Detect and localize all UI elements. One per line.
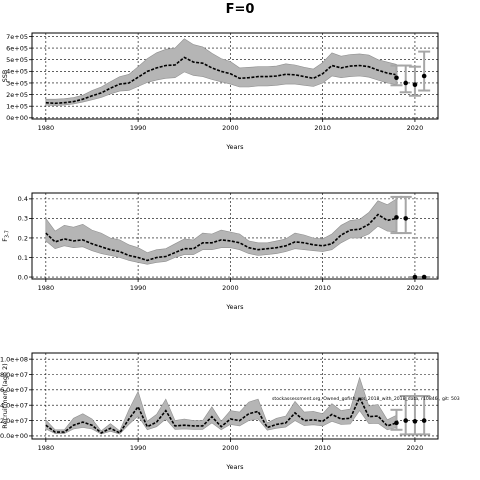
forecast-point-2021 xyxy=(421,418,427,423)
y-axis-label-subscript: 3-7 xyxy=(5,230,11,238)
x-axis-label: Years xyxy=(225,143,244,151)
y-tick-label-0: 0.0 xyxy=(18,273,28,281)
x-tick-label-2000: 2000 xyxy=(222,444,239,452)
x-tick-label-2010: 2010 xyxy=(314,444,331,452)
x-tick-label-2000: 2000 xyxy=(222,124,239,132)
y-tick-label-0: 0.0e+00 xyxy=(0,432,28,440)
y-tick-label-2: 4.0e+07 xyxy=(0,402,28,410)
axes-frame xyxy=(31,352,439,440)
x-tick-label-1980: 1980 xyxy=(38,124,55,132)
y-tick-label-3: 3e+05 xyxy=(6,79,28,87)
estimate-line xyxy=(45,395,397,434)
x-tick-label-1980: 1980 xyxy=(38,444,55,452)
y-tick-label-5: 1.0e+08 xyxy=(0,355,28,363)
y-tick-label-2: 2e+05 xyxy=(6,91,28,99)
y-tick-label-3: 6.0e+07 xyxy=(0,386,28,394)
confidence-band xyxy=(45,198,397,265)
estimate-line xyxy=(45,56,397,105)
y-tick-label-4: 4e+05 xyxy=(6,68,28,76)
forecast-point-2018 xyxy=(394,420,399,426)
x-tick-label-2020: 2020 xyxy=(407,124,424,132)
y-tick-label-3: 0.3 xyxy=(18,215,28,223)
y-tick-label-1: 1e+05 xyxy=(6,103,28,111)
y-tick-label-0: 0e+00 xyxy=(6,114,28,122)
stockassessment-note: stockassessment.org, Owned_gofish_nss_20… xyxy=(272,396,460,402)
x-tick-label-1980: 1980 xyxy=(38,284,55,292)
forecast-point-2020 xyxy=(412,274,418,280)
panel-2: 1980 1990 2000 2010 2020 0.0 0.1 0.2 0.3 0.4 Years… xyxy=(1,192,439,311)
forecast-point-2019 xyxy=(403,80,409,86)
x-tick-label-1990: 1990 xyxy=(130,444,147,452)
y-tick-label-5: 5e+05 xyxy=(6,56,28,64)
estimate-line xyxy=(45,213,397,262)
axes-frame xyxy=(31,192,439,280)
x-tick-label-1990: 1990 xyxy=(130,124,147,132)
x-axis-label: Years xyxy=(225,303,244,311)
forecast-point-2018 xyxy=(394,215,399,220)
x-tick-label-2010: 2010 xyxy=(314,124,331,132)
x-tick-label-2020: 2020 xyxy=(407,444,424,452)
y-tick-label-1: 2.0e+07 xyxy=(0,417,28,425)
panels: 1980 1990 2000 2010 2020 0e+00 1e+05 2e+05 3e+05… xyxy=(0,32,439,471)
forecast-point-2019 xyxy=(403,418,409,423)
y-axis-label: Recruitment (age 2) xyxy=(1,363,9,428)
y-tick-label-4: 0.4 xyxy=(18,195,28,203)
forecast-point-2019 xyxy=(403,216,409,221)
x-axis-label: Years xyxy=(225,463,244,471)
figure-title: F=0 xyxy=(226,2,255,17)
y-axis-label: SSB xyxy=(1,70,9,83)
x-tick-label-2020: 2020 xyxy=(407,284,424,292)
y-tick-label-1: 0.1 xyxy=(18,254,28,262)
x-tick-label-1990: 1990 xyxy=(130,284,147,292)
panel-1: 1980 1990 2000 2010 2020 0e+00 1e+05 2e+05 3e+05… xyxy=(1,32,439,151)
y-tick-label-6: 6e+05 xyxy=(6,44,28,52)
y-tick-label-2: 0.2 xyxy=(18,234,28,242)
forecast-point-2021 xyxy=(421,274,427,280)
forecast-point-2018 xyxy=(394,75,399,81)
y-axis-label: F3-7 xyxy=(1,230,11,242)
axes-frame xyxy=(31,32,439,120)
y-tick-label-4: 8.0e+07 xyxy=(0,371,28,379)
forecast-point-2020 xyxy=(412,419,418,424)
panel-3: 1980 1990 2000 2010 2020 0.0e+00 2.0e+07 4.0e+0… xyxy=(0,352,439,471)
x-tick-label-2010: 2010 xyxy=(314,284,331,292)
forecast-point-2020 xyxy=(412,82,418,88)
y-tick-label-7: 7e+05 xyxy=(6,33,28,41)
x-tick-label-2000: 2000 xyxy=(222,284,239,292)
forecast-point-2021 xyxy=(421,73,427,79)
